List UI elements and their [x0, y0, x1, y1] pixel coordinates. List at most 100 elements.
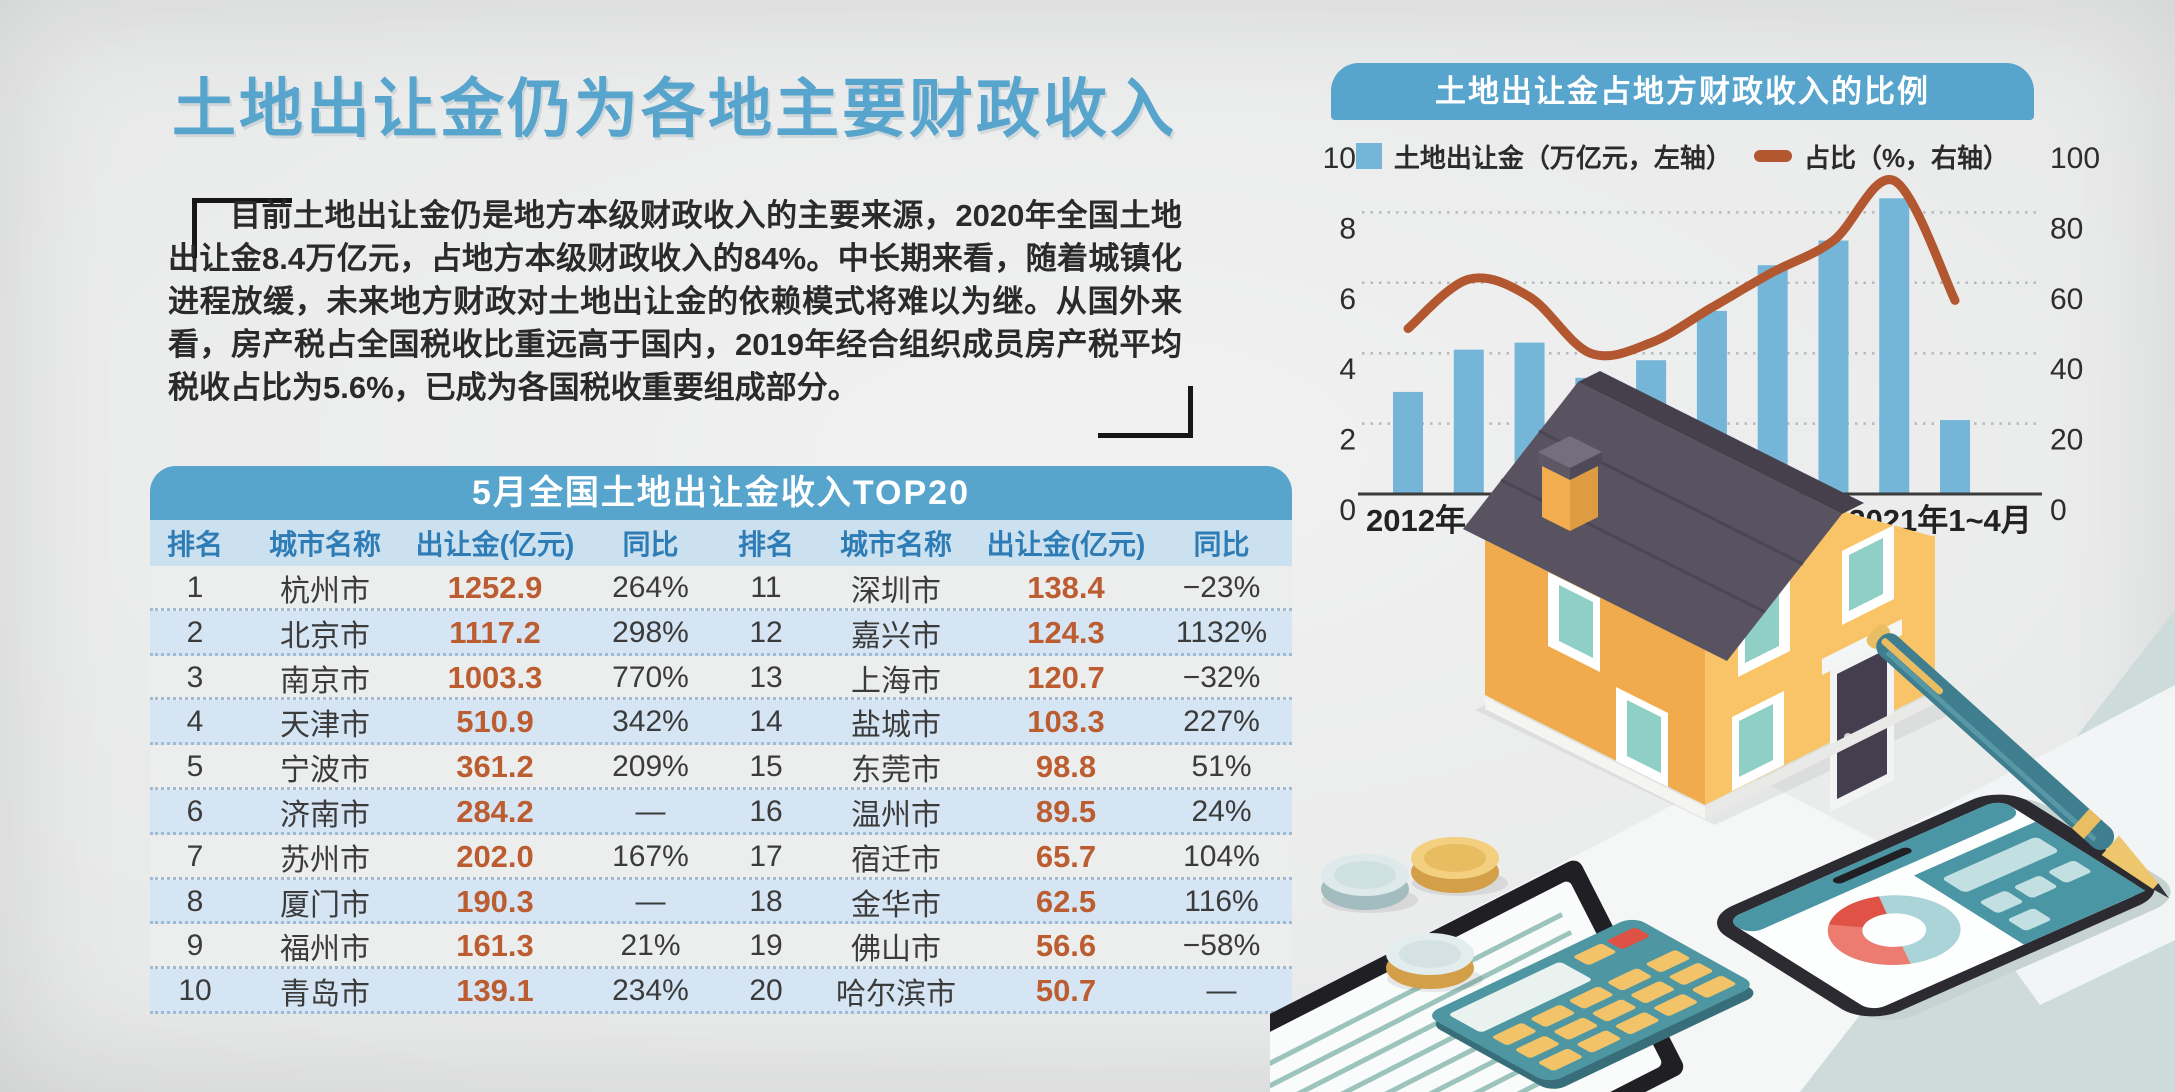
calculator-key: [1669, 963, 1713, 985]
city-cell: 济南市: [280, 798, 370, 832]
calculator-key: [1539, 1049, 1582, 1071]
table-body: 1 杭州市 1252.9 264% 11 深圳市 138.4 −23% 2 北京市 1117.2 29…: [150, 566, 1292, 1014]
top20-table: 5月全国土地出让金收入TOP20 排名 城市名称 出让金(亿元) 同比 排名 城市名称 出让…: [150, 466, 1292, 1014]
amount-cell: 98.8: [1035, 749, 1097, 785]
amount-cell: 139.1: [456, 973, 534, 1009]
yoy-cell: 24%: [1191, 794, 1252, 828]
rank-cell: 7: [186, 839, 204, 873]
table-row: 6 济南市 284.2 — 16 温州市 89.5 24%: [150, 789, 1292, 835]
amount-cell: 361.2: [456, 749, 534, 785]
rank-cell: 8: [186, 884, 204, 918]
chart-bar: [1453, 349, 1484, 494]
city-cell: 宿迁市: [851, 843, 941, 877]
table-row: 2 北京市 1117.2 298% 12 嘉兴市 124.3 1132%: [150, 610, 1292, 656]
city-cell: 南京市: [280, 664, 370, 698]
amount-cell: 120.7: [1027, 659, 1105, 695]
right-axis-tick: 20: [2050, 424, 2083, 457]
yoy-cell: 234%: [612, 974, 689, 1008]
yoy-cell: 209%: [612, 750, 689, 784]
donut-chart-icon: [1827, 895, 1961, 965]
column-header-yoy: 同比: [1193, 529, 1250, 560]
calculator-keypad: [1493, 950, 1736, 1071]
line-legend-swatch-icon: [1753, 150, 1792, 162]
calculator-key: [1646, 950, 1690, 972]
city-cell: 哈尔滨市: [836, 978, 956, 1012]
calculator-key: [1493, 1023, 1536, 1045]
yoy-cell: —: [1206, 974, 1237, 1008]
chart-title: 土地出让金占地方财政收入的比例: [1331, 63, 2034, 120]
amount-cell: 284.2: [456, 793, 534, 829]
calculator-key: [1631, 981, 1674, 1003]
chart-bar: [1818, 240, 1849, 494]
city-cell: 盐城市: [851, 709, 941, 743]
amount-cell: 62.5: [1035, 883, 1097, 919]
amount-cell: 124.3: [1027, 614, 1105, 650]
city-cell: 福州市: [280, 933, 370, 967]
rank-cell: 18: [749, 884, 783, 918]
yoy-cell: 1132%: [1175, 615, 1268, 649]
amount-cell: 1117.2: [449, 614, 541, 650]
chimney: [1538, 436, 1602, 531]
yoy-cell: —: [635, 794, 666, 828]
city-cell: 北京市: [280, 619, 370, 653]
city-cell: 温州市: [851, 798, 941, 832]
rank-cell: 11: [750, 571, 782, 604]
calculator-red-key: [1607, 928, 1649, 949]
line-legend-label: 占比（%，右轴）: [1803, 142, 2010, 173]
rank-cell: 12: [749, 615, 783, 649]
column-header-city: 城市名称: [268, 529, 381, 560]
bar-legend-swatch-icon: [1355, 143, 1382, 169]
rank-cell: 16: [749, 794, 783, 828]
page-title: 土地出让金仍为各地主要财政收入: [172, 73, 1177, 145]
city-cell: 佛山市: [851, 933, 941, 967]
city-cell: 嘉兴市: [851, 619, 941, 653]
city-cell: 青岛市: [280, 978, 370, 1012]
rank-cell: 20: [749, 974, 783, 1008]
yoy-cell: 298%: [612, 615, 689, 649]
smartphone-illustration: [1717, 794, 2171, 1021]
table-row: 9 福州市 161.3 21% 19 佛山市 56.6 −58%: [150, 924, 1292, 970]
chart-line: [1403, 175, 1960, 361]
rank-cell: 4: [186, 705, 204, 739]
table-title: 5月全国土地出让金收入TOP20: [150, 466, 1292, 520]
amount-cell: 1003.3: [447, 659, 543, 695]
chart-bar: [1393, 391, 1423, 494]
bar-legend-label: 土地出让金（万亿元，左轴）: [1393, 142, 1732, 173]
left-axis-tick: 8: [1339, 212, 1356, 245]
left-axis-tick: 2: [1339, 424, 1356, 457]
amount-cell: 138.4: [1027, 570, 1105, 605]
calculator-key: [1654, 994, 1697, 1016]
door: [1837, 649, 1887, 799]
table-header-row: 排名 城市名称 出让金(亿元) 同比 排名 城市名称 出让金(亿元) 同比: [150, 520, 1292, 566]
yoy-cell: 264%: [612, 571, 689, 604]
left-axis-tick: 10: [1323, 142, 1356, 175]
calculator-key: [1615, 1012, 1659, 1034]
desk-illustration: [1270, 371, 2175, 1092]
city-cell: 上海市: [851, 664, 941, 698]
amount-cell: 103.3: [1027, 704, 1105, 740]
yoy-cell: −23%: [1182, 571, 1261, 604]
pen-illustration: [1866, 624, 2170, 899]
right-axis-tick: 40: [2050, 353, 2083, 386]
city-cell: 厦门市: [280, 888, 370, 922]
amount-cell: 510.9: [456, 704, 534, 740]
intro-paragraph: 目前土地出让金仍是地方本级财政收入的主要来源，2020年全国土地出让金8.4万亿…: [168, 198, 1182, 405]
calculator-key: [1554, 1017, 1598, 1040]
rank-cell: 2: [186, 615, 204, 649]
calculator-key: [1592, 999, 1636, 1022]
yoy-cell: 104%: [1183, 839, 1260, 873]
phone-speaker: [1832, 847, 1912, 884]
left-axis-tick: 0: [1339, 494, 1356, 527]
calculator-key: [1577, 1030, 1621, 1053]
yoy-cell: 342%: [612, 705, 689, 739]
amount-cell: 50.7: [1035, 973, 1097, 1009]
city-cell: 深圳市: [851, 575, 941, 608]
rank-cell: 9: [186, 929, 204, 963]
table-row: 5 宁波市 361.2 209% 15 东莞市 98.8 51%: [150, 745, 1292, 790]
rank-cell: 13: [749, 660, 783, 694]
rank-cell: 10: [178, 974, 212, 1008]
rank-cell: 5: [186, 750, 204, 784]
rank-cell: 1: [186, 571, 204, 604]
table-row: 10 青岛市 139.1 234% 20 哈尔滨市 50.7 —: [150, 969, 1292, 1014]
chart-bar: [1940, 420, 1971, 494]
